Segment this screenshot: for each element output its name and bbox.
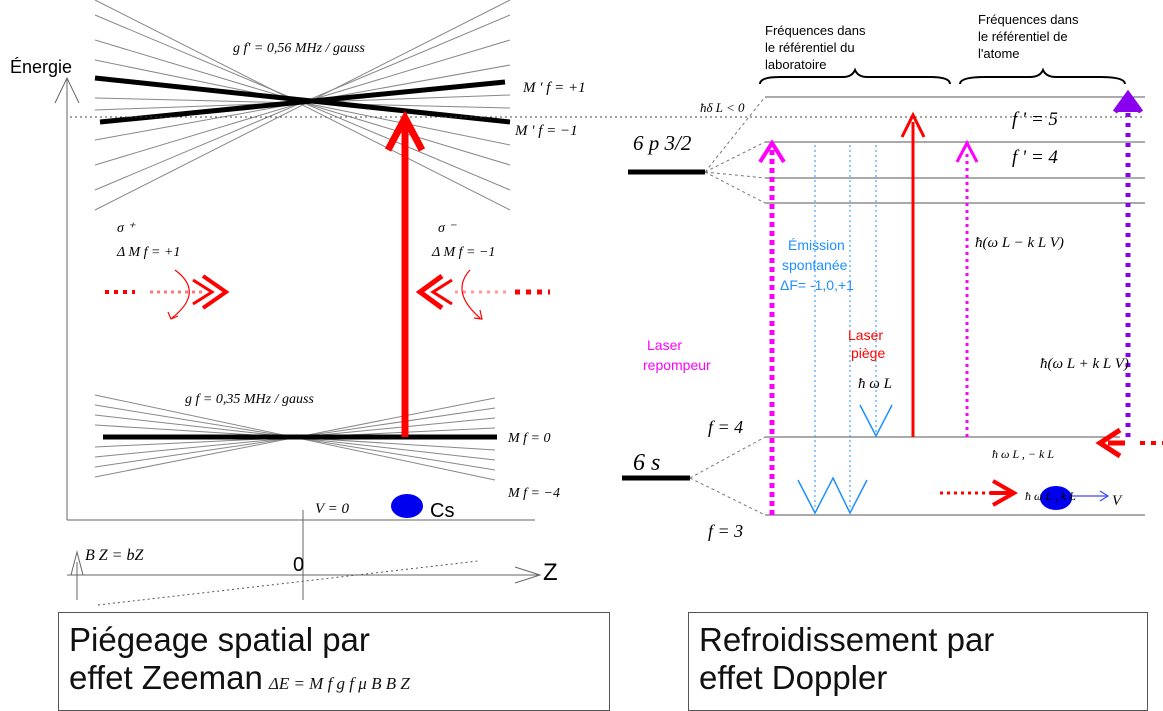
field-label: B Z = bZ	[85, 547, 144, 564]
caption-right-line1: Refroidissement par	[699, 621, 995, 658]
atom-label: Cs	[430, 500, 454, 522]
freq-plus-label: ħ(ω L + k L V)	[1040, 356, 1129, 372]
excited-zeeman-fan	[94, 0, 511, 211]
atom-velocity-label: V = 0	[315, 501, 350, 517]
photon-minus-beam	[1095, 427, 1163, 459]
atom-frequencies-label: Fréquences dans le référentiel de l'atom…	[978, 12, 1082, 61]
emission-label-1: Émission	[788, 237, 845, 253]
z-axis-label: Z	[543, 559, 558, 586]
caption-right: Refroidissement par effet Doppler	[688, 612, 1148, 711]
energy-axis-label: Énergie	[10, 57, 72, 77]
sigma-plus-rule: Δ M f = +1	[116, 245, 180, 260]
f-prime-5-label: f ' = 5	[1012, 109, 1058, 130]
detuning-label: ħδ L < 0	[700, 100, 745, 115]
emission-zigzag-f4	[859, 404, 893, 438]
ground-level-bottom-label: M f = −4	[507, 486, 560, 501]
repumper-arrow	[758, 139, 786, 515]
ground-level-connectors	[689, 436, 766, 516]
photon-plus-beam	[940, 479, 1019, 507]
repumper-label-2: repompeur	[643, 357, 711, 373]
caption-left: Piégeage spatial par effet Zeeman ΔE = M …	[58, 612, 610, 711]
velocity-arrow	[1072, 490, 1110, 502]
origin-label: 0	[293, 554, 304, 576]
lab-frequencies-label: Fréquences dans le référentiel du labora…	[765, 23, 869, 72]
sigma-minus-beam	[415, 269, 550, 320]
energy-axis	[54, 76, 535, 521]
sigma-minus-rule: Δ M f = −1	[431, 245, 495, 260]
excited-level-bottom-label: M ' f = −1	[514, 123, 578, 139]
repumper-label-1: Laser	[647, 337, 682, 353]
caption-left-line2: effet Zeeman	[69, 659, 263, 696]
excited-level-connectors	[704, 96, 766, 204]
f-3-label: f = 3	[708, 521, 743, 541]
field-axis	[70, 550, 84, 600]
emission-label-3: ΔF= -1,0,+1	[780, 277, 854, 293]
z-axis	[67, 566, 542, 584]
excited-hyperfine-levels	[765, 96, 1145, 204]
trap-laser-label-1: Laser	[848, 327, 883, 343]
atom-brace	[959, 67, 1126, 85]
caption-right-line2: effet Doppler	[699, 659, 888, 696]
f-prime-4-label: f ' = 4	[1012, 147, 1058, 168]
trap-laser-arrow	[900, 111, 926, 437]
repumper-atom-arrow	[955, 139, 979, 437]
sigma-minus-symbol: σ ⁻	[438, 221, 457, 236]
zeeman-formula: ΔE = M f g f μ B B Z	[268, 674, 410, 693]
spontaneous-emission-lines	[814, 145, 877, 510]
moving-atom	[1040, 486, 1072, 510]
hbar-omega-label: ħ ω L	[858, 376, 892, 392]
sigma-plus-beam	[105, 269, 230, 320]
f-4-label: f = 4	[708, 417, 743, 437]
excited-level-top-label: M ' f = +1	[522, 80, 586, 96]
excited-level-minus1	[99, 79, 506, 125]
excitation-arrow	[384, 110, 426, 437]
sigma-plus-symbol: σ ⁺	[117, 221, 136, 236]
lab-brace	[759, 67, 951, 85]
excited-gfactor-label: g f' = 0,56 MHz / gauss	[233, 41, 365, 56]
caption-left-line2-row: effet Zeeman ΔE = M f g f μ B B Z	[69, 659, 609, 703]
violet-arrow	[1112, 89, 1144, 437]
velocity-label: V	[1112, 493, 1123, 509]
freq-minus-label: ħ(ω L − k L V)	[975, 235, 1064, 251]
emission-zigzag-f3	[797, 476, 868, 515]
trap-laser-label-2: piège	[851, 345, 885, 361]
emission-label-2: spontanée	[782, 257, 848, 273]
ground-level-center-label: M f = 0	[507, 431, 551, 446]
excited-state-label: 6 p 3/2	[633, 131, 692, 155]
photon-plus-label: ħ ω L , k L	[1025, 489, 1076, 503]
caption-left-line1: Piégeage spatial par	[69, 621, 370, 658]
ground-state-label: 6 s	[633, 450, 660, 476]
photon-minus-label: ħ ω L , − k L	[992, 447, 1054, 461]
ground-gfactor-label: g f = 0,35 MHz / gauss	[185, 392, 314, 407]
cesium-atom	[391, 494, 423, 518]
field-gradient-line	[97, 560, 479, 606]
